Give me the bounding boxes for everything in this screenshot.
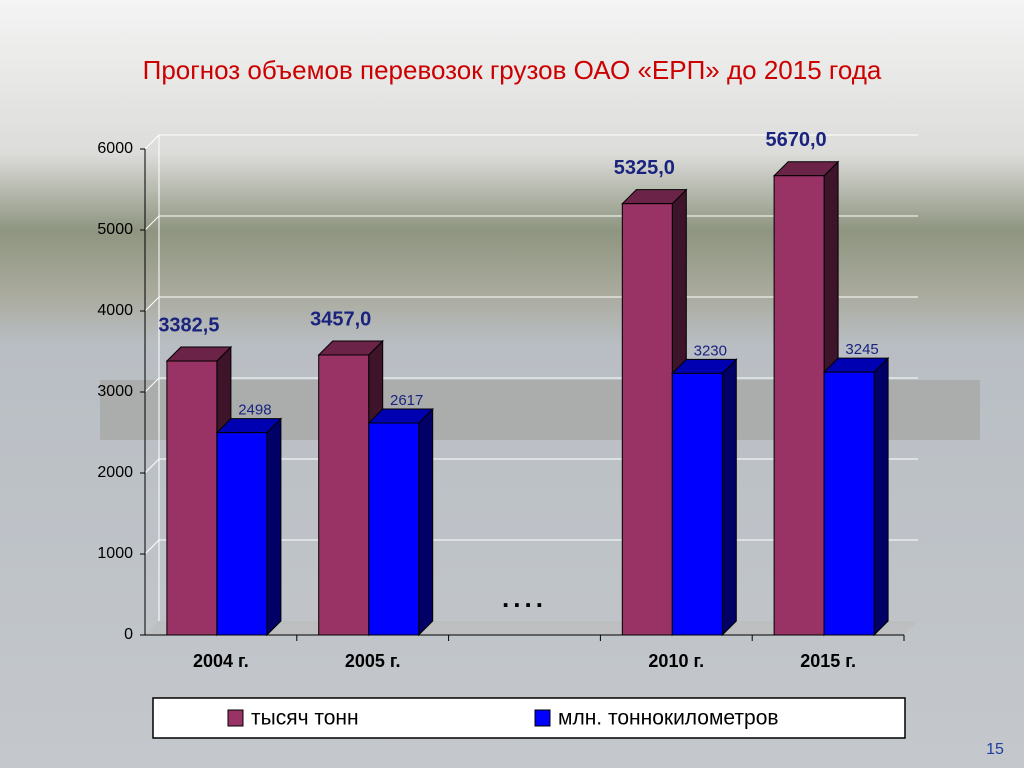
value-label: 2617 (390, 392, 423, 409)
bar-front (318, 354, 370, 636)
x-tick-label: 2004 г. (193, 651, 249, 671)
legend-swatch (227, 709, 244, 727)
value-label: 5325,0 (614, 157, 675, 179)
bar-side (721, 358, 737, 637)
page-number: 15 (986, 741, 1004, 758)
value-label: 2498 (238, 402, 271, 419)
bar (215, 417, 283, 637)
legend (152, 697, 906, 739)
bar-front (166, 360, 218, 636)
bar-front (216, 432, 268, 636)
y-tick-label: 4000 (97, 302, 133, 319)
bar-side (266, 417, 282, 637)
y-tick-label: 6000 (97, 140, 133, 157)
value-label: 5670,0 (766, 129, 827, 151)
bar (367, 407, 434, 637)
y-tick-label: 3000 (97, 383, 133, 400)
x-tick-label: 2005 г. (345, 651, 401, 671)
legend-swatch (534, 709, 551, 727)
bar-front (823, 371, 875, 636)
legend-label: тысяч тонн (251, 707, 359, 730)
bar (671, 358, 738, 637)
y-tick-label: 2000 (97, 464, 133, 481)
value-label: 3382,5 (158, 314, 219, 336)
bar (822, 356, 890, 637)
value-label: 3457,0 (310, 308, 371, 330)
bar-side (873, 356, 889, 637)
x-tick-label: 2015 г. (800, 651, 856, 671)
annotation: .... (502, 583, 547, 613)
bar-front (671, 372, 723, 636)
value-label: 3230 (694, 342, 727, 359)
y-tick-label: 5000 (97, 221, 133, 238)
x-tick-label: 2010 г. (648, 651, 704, 671)
y-tick-label: 1000 (97, 545, 133, 562)
legend-label: млн. тоннокилометров (558, 707, 779, 730)
value-label: 3245 (845, 341, 878, 358)
y-tick-label: 0 (124, 626, 133, 643)
bar-side (418, 407, 434, 637)
chart-title: Прогноз объемов перевозок грузов ОАО «ЕР… (143, 55, 882, 85)
bar-front (621, 203, 673, 636)
bar-front (368, 422, 420, 636)
bar-front (773, 175, 825, 636)
